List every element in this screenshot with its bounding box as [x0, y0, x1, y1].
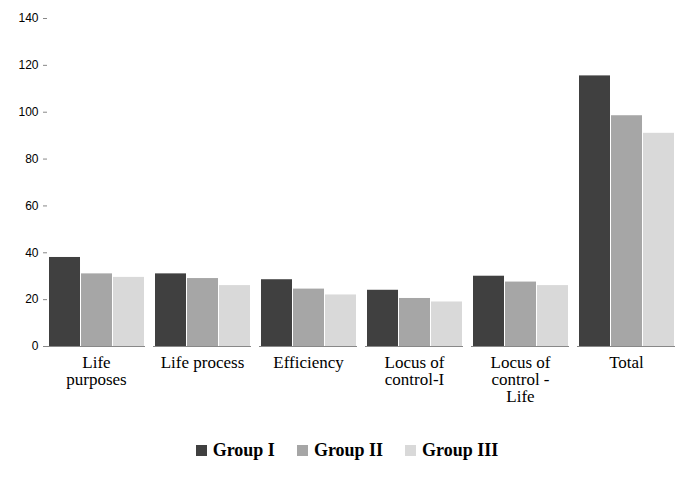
- svg-text:Efficiency: Efficiency: [273, 353, 344, 372]
- svg-text:100: 100: [18, 105, 38, 119]
- svg-text:Lifepurposes: Lifepurposes: [66, 353, 126, 389]
- html-text:Group I: Group I: [212, 440, 275, 460]
- svg-text:140: 140: [18, 11, 38, 25]
- svg-text:Life process: Life process: [161, 353, 245, 372]
- svg-text:Locus ofcontrol -Life: Locus ofcontrol -Life: [491, 353, 551, 406]
- svg-text:Locus ofcontrol-I: Locus ofcontrol-I: [385, 353, 445, 389]
- svg-text:20: 20: [25, 292, 39, 306]
- svg-text:Total: Total: [609, 353, 644, 372]
- svg-text:80: 80: [25, 152, 39, 166]
- svg-text:0: 0: [32, 339, 39, 353]
- html-text:Group II: Group II: [313, 440, 384, 460]
- html-text:Group III: Group III: [422, 440, 499, 460]
- svg-text:40: 40: [25, 246, 39, 260]
- svg-text:60: 60: [25, 199, 39, 213]
- svg-text:120: 120: [18, 58, 38, 72]
